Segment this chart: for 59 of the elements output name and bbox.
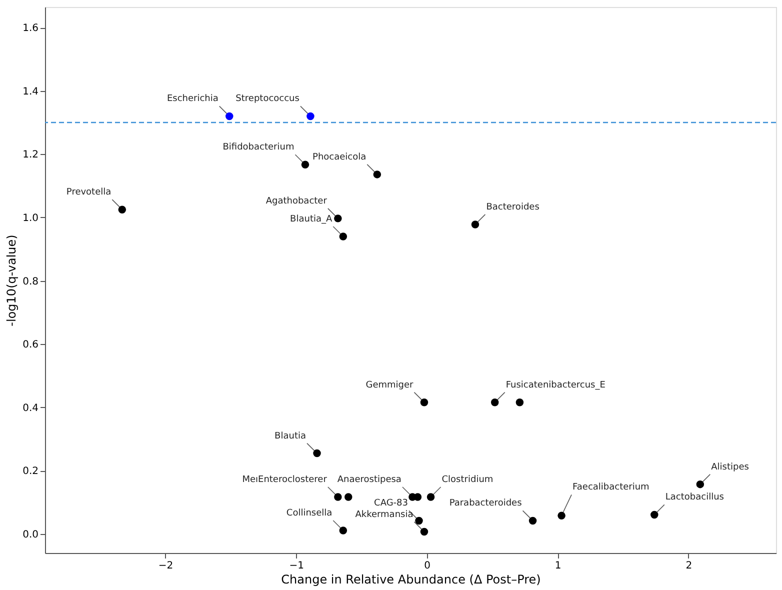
annotation: Blautia [274, 431, 306, 442]
point [334, 214, 342, 222]
point [118, 206, 126, 214]
point [344, 493, 352, 501]
annotation: Prevotella [66, 188, 112, 198]
y-tick-label: 1.2 [22, 150, 38, 161]
annotation: Blautia_A [290, 214, 333, 224]
y-tick-label: 1.4 [22, 86, 38, 98]
point [558, 512, 566, 520]
annotation: Clostridium [442, 474, 494, 485]
annotation: CAG-83 [374, 498, 408, 509]
annotation: Bifidobacterium [222, 142, 294, 153]
point [471, 220, 480, 228]
point [696, 480, 704, 488]
y-tick-label: 1.0 [22, 212, 38, 224]
point [490, 398, 499, 406]
annotation: Agathobacter [266, 196, 328, 206]
point [334, 493, 342, 501]
y-tick-label: 0.6 [22, 340, 38, 351]
x-tick-label: −1 [289, 560, 304, 572]
annotation: Fusicatenibactercus_E [506, 380, 606, 390]
point [339, 526, 348, 534]
annotation: Lactobacillus [665, 492, 724, 503]
x-tick-label: 1 [554, 560, 562, 572]
point [306, 112, 314, 120]
point [426, 493, 435, 501]
point [313, 449, 321, 458]
point [528, 516, 537, 525]
y-axis-title: -log10(q-value) [4, 234, 19, 326]
annotation: Phocaeicola [312, 152, 366, 162]
annotation: Faecalibacterium [572, 482, 650, 493]
point [420, 528, 428, 536]
annotation: Escherichia [166, 94, 218, 104]
annotation: Collinsella [286, 508, 332, 519]
annotation: Parabacteroides [449, 498, 522, 509]
annotation: Alistipes [711, 462, 750, 472]
y-tick-label: 0.8 [22, 276, 38, 288]
point [339, 232, 348, 240]
y-tick-label: 0.4 [22, 402, 38, 414]
annotation: Anaerostipesa [337, 474, 402, 485]
annotation: MeıEnteroclosterer [242, 474, 328, 485]
x-tick-label: −2 [158, 560, 174, 572]
y-tick-label: 0.0 [22, 530, 38, 541]
point [301, 160, 310, 168]
x-axis-title: Change in Relative Abundance (Δ Post–Pre) [281, 572, 541, 586]
annotation: Bacteroides [486, 202, 540, 212]
point [516, 398, 524, 406]
point [420, 398, 428, 406]
y-tick-label: 0.2 [22, 466, 38, 478]
x-tick-label: 0 [424, 560, 431, 572]
point [650, 510, 658, 519]
point [415, 516, 423, 525]
point [226, 112, 234, 120]
x-tick-label: 2 [686, 560, 692, 572]
annotation: Gemmiger [366, 380, 414, 390]
point [373, 170, 382, 178]
y-tick-label: 1.6 [22, 23, 38, 34]
annotation: Akkermansia [355, 510, 414, 520]
annotation: Streptococcus [236, 94, 300, 104]
